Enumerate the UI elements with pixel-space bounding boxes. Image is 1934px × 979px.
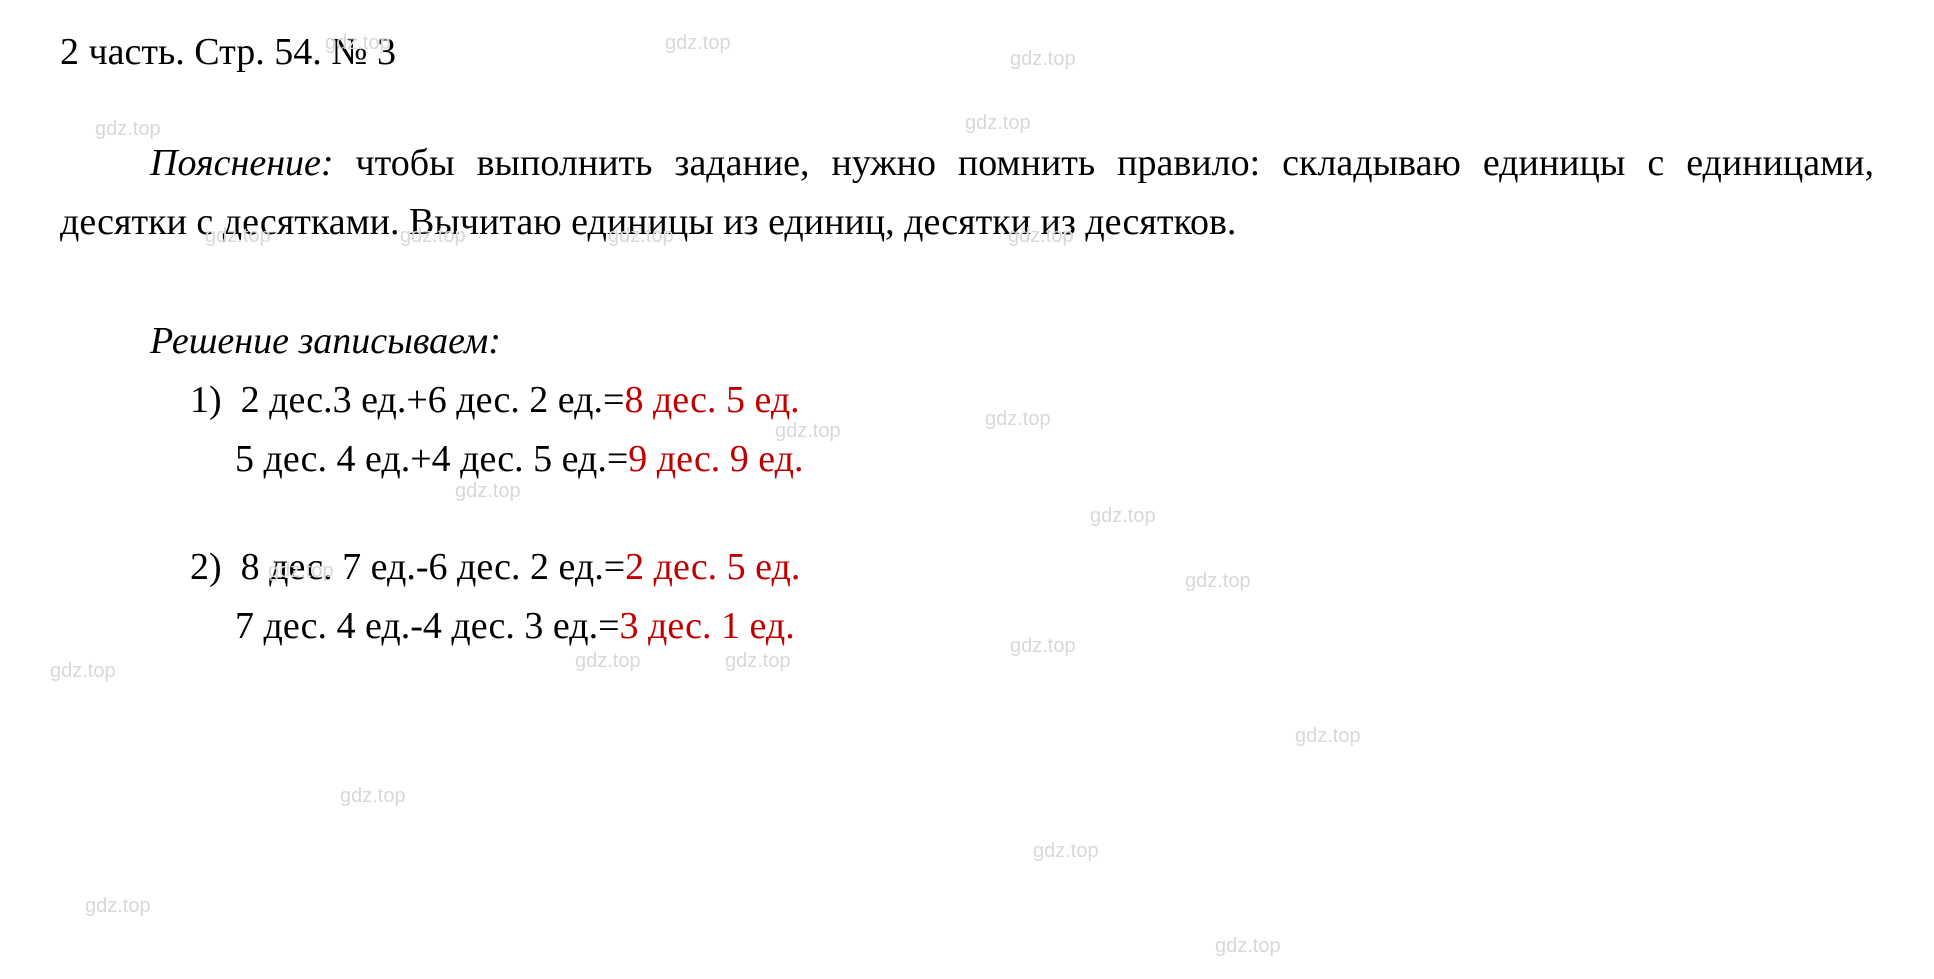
- group1-number: 1): [190, 379, 222, 421]
- solution-line: 2) 8 дес. 7 ед.-6 дес. 2 ед.=2 дес. 5 ед…: [60, 538, 1874, 597]
- expr-left: 8 дес. 7 ед.-6 дес. 2 ед.=: [241, 546, 626, 588]
- watermark-text: gdz.top: [85, 895, 151, 918]
- header-text: 2 часть. Стр. 54. № 3: [60, 31, 396, 73]
- solution-group-1: 1) 2 дес.3 ед.+6 дес. 2 ед.=8 дес. 5 ед.…: [60, 371, 1874, 489]
- expr-left: 7 дес. 4 ед.-4 дес. 3 ед.=: [235, 605, 620, 647]
- watermark-text: gdz.top: [965, 112, 1031, 135]
- expr-left: 5 дес. 4 ед.+4 дес. 5 ед.=: [235, 438, 628, 480]
- explanation-label: Пояснение:: [150, 142, 334, 184]
- page-root: 2 часть. Стр. 54. № 3 Пояснение: чтобы в…: [0, 0, 1934, 979]
- solution-line: 7 дес. 4 ед.-4 дес. 3 ед.=3 дес. 1 ед.: [60, 597, 1874, 656]
- watermark-text: gdz.top: [1295, 725, 1361, 748]
- solution-group-2: 2) 8 дес. 7 ед.-6 дес. 2 ед.=2 дес. 5 ед…: [60, 538, 1874, 656]
- expr-answer: 3 дес. 1 ед.: [620, 605, 795, 647]
- expr-answer: 8 дес. 5 ед.: [624, 379, 799, 421]
- watermark-text: gdz.top: [1215, 935, 1281, 958]
- expr-left: 2 дес.3 ед.+6 дес. 2 ед.=: [241, 379, 625, 421]
- watermark-text: gdz.top: [50, 660, 116, 683]
- expr-answer: 9 дес. 9 ед.: [628, 438, 803, 480]
- solution-line: 1) 2 дес.3 ед.+6 дес. 2 ед.=8 дес. 5 ед.: [60, 371, 1874, 430]
- solution-block: Решение записываем: 1) 2 дес.3 ед.+6 дес…: [60, 312, 1874, 656]
- watermark-text: gdz.top: [1033, 840, 1099, 863]
- group-spacer: [60, 488, 1874, 538]
- explanation-paragraph: Пояснение: чтобы выполнить задание, нужн…: [60, 134, 1874, 252]
- solution-line: 5 дес. 4 ед.+4 дес. 5 ед.=9 дес. 9 ед.: [60, 430, 1874, 489]
- group2-number: 2): [190, 546, 222, 588]
- solution-title: Решение записываем:: [150, 320, 501, 362]
- page-reference: 2 часть. Стр. 54. № 3: [60, 30, 1874, 74]
- expr-answer: 2 дес. 5 ед.: [625, 546, 800, 588]
- watermark-text: gdz.top: [340, 785, 406, 808]
- solution-title-line: Решение записываем:: [60, 312, 1874, 371]
